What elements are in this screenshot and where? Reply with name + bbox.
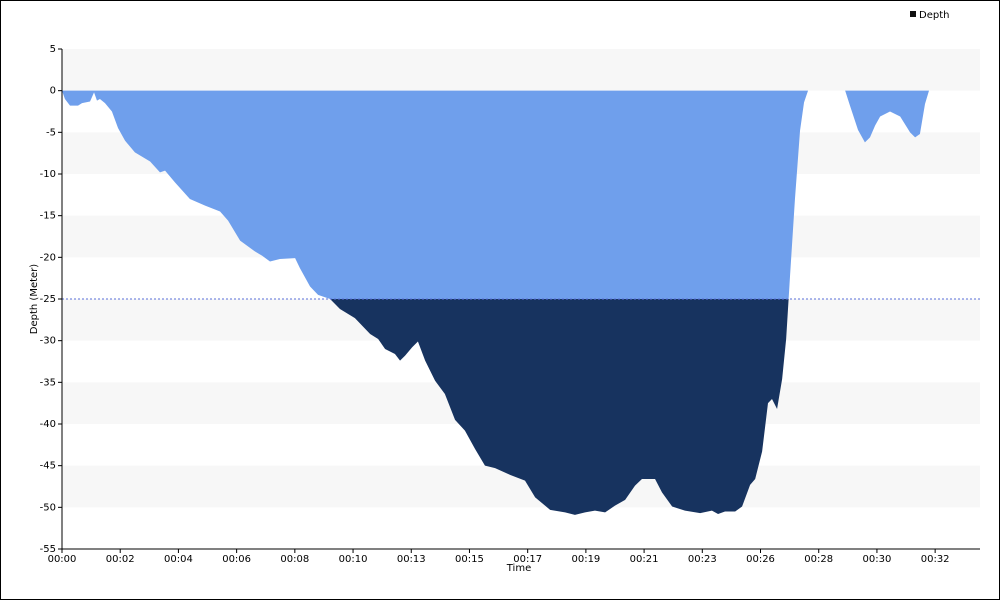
y-tick-label: -50 [40, 502, 56, 513]
legend-label: Depth [919, 10, 949, 21]
x-tick-label: 00:28 [804, 554, 833, 565]
x-tick-label: 00:00 [48, 554, 77, 565]
x-tick-label: 00:23 [688, 554, 717, 565]
y-tick-label: -30 [40, 336, 56, 347]
x-tick-label: 00:19 [571, 554, 600, 565]
x-tick-label: 00:13 [397, 554, 426, 565]
grid-band [62, 49, 980, 91]
x-tick-label: 00:02 [106, 554, 135, 565]
x-tick-label: 00:04 [164, 554, 193, 565]
y-tick-label: -25 [40, 294, 56, 305]
y-tick-label: -55 [40, 544, 56, 555]
y-axis-label: Depth (Meter) [29, 264, 40, 335]
x-tick-label: 00:17 [513, 554, 542, 565]
area-below-threshold [330, 299, 789, 515]
y-tick-label: 0 [50, 86, 56, 97]
x-tick-label: 00:30 [863, 554, 892, 565]
y-tick-label: -15 [40, 211, 56, 222]
x-tick-label: 00:32 [921, 554, 950, 565]
y-tick-label: -10 [40, 169, 56, 180]
y-tick-label: -5 [46, 127, 56, 138]
y-tick-label: 5 [50, 44, 56, 55]
legend-swatch [910, 11, 916, 17]
y-tick-label: -45 [40, 461, 56, 472]
x-tick-label: 00:08 [280, 554, 309, 565]
y-tick-label: -35 [40, 377, 56, 388]
y-tick-label: -40 [40, 419, 56, 430]
y-tick-label: -20 [40, 252, 56, 263]
x-tick-label: 00:26 [746, 554, 775, 565]
area-above-threshold [62, 90, 929, 299]
x-tick-label: 00:15 [455, 554, 484, 565]
x-axis-label: Time [506, 563, 531, 574]
x-tick-label: 00:10 [339, 554, 368, 565]
x-tick-label: 00:06 [222, 554, 251, 565]
x-tick-label: 00:21 [630, 554, 659, 565]
